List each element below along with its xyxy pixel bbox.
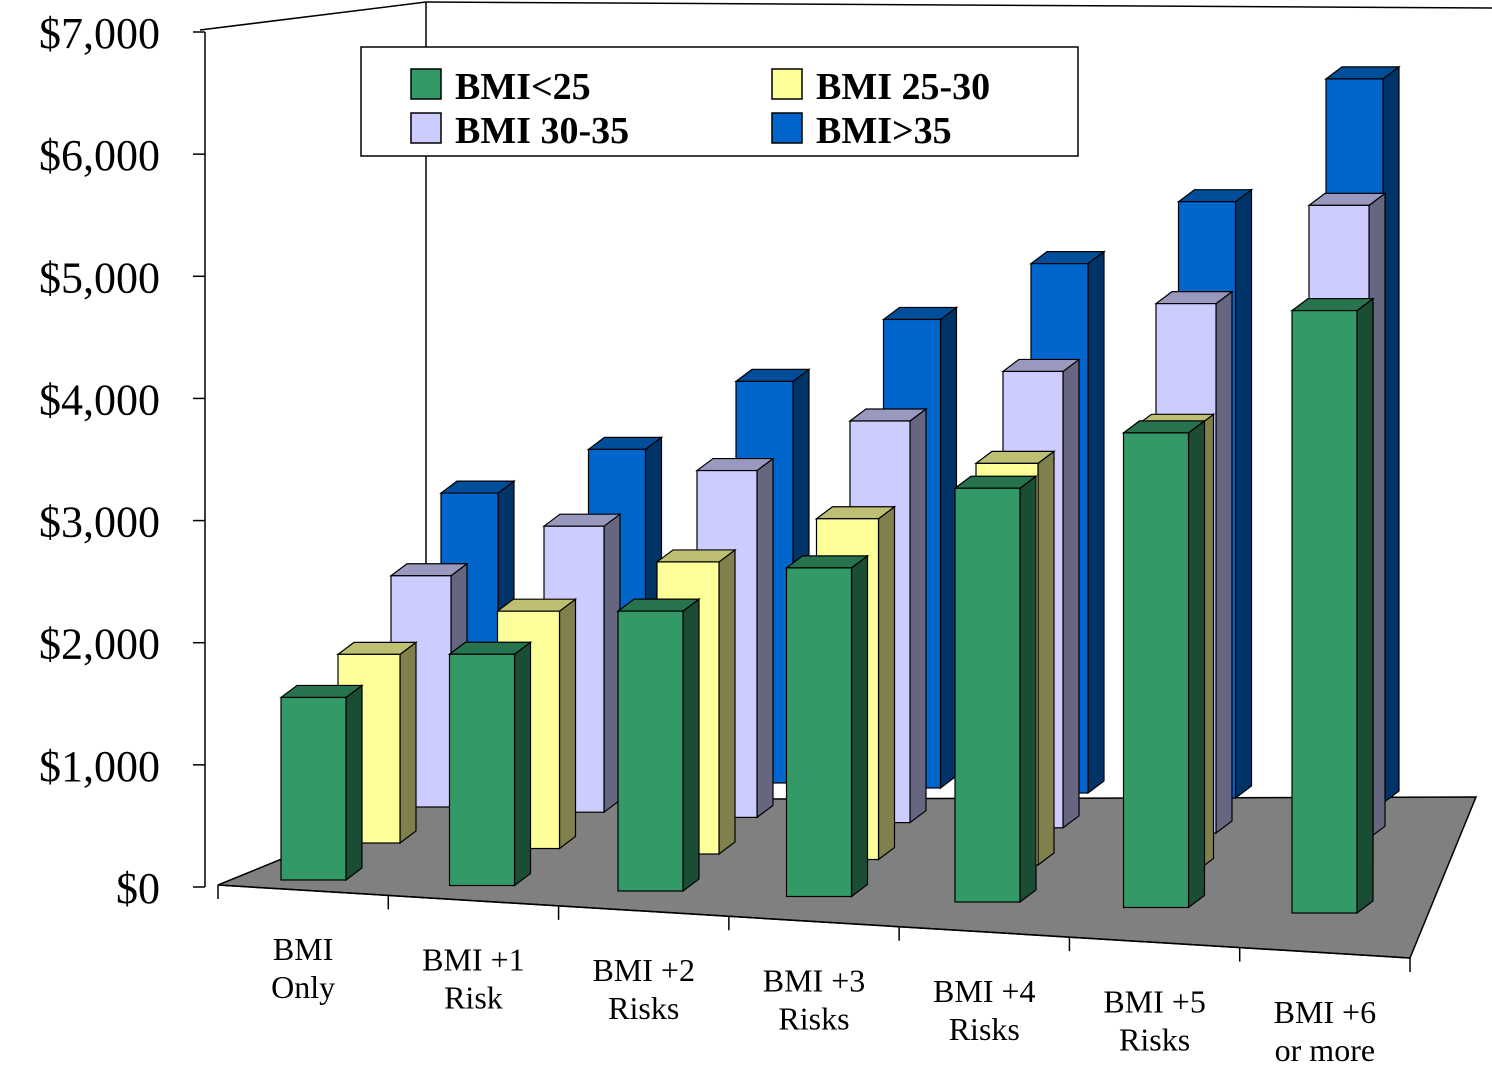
x-category-label: BMI +1	[422, 942, 525, 978]
bar	[784, 554, 870, 898]
bar-side	[939, 306, 958, 790]
x-category-label: Risks	[608, 990, 679, 1026]
legend-swatch-bmi-under-25	[410, 68, 442, 100]
x-category-label: BMI	[273, 931, 333, 967]
bar-side	[850, 554, 869, 898]
x-category-label: or more	[1275, 1032, 1375, 1068]
legend-label-bmi-25-30: BMI 25-30	[816, 66, 990, 108]
bar-side	[513, 641, 532, 887]
bar-side	[909, 407, 927, 824]
bar	[279, 684, 364, 882]
x-category-label: Risks	[1119, 1021, 1190, 1057]
x-category-label: Risks	[778, 1001, 849, 1037]
bar-side	[558, 597, 577, 850]
y-tick-label: $4,000	[39, 375, 160, 424]
x-category-label: Risks	[949, 1011, 1020, 1047]
x-category-label: Risk	[444, 980, 503, 1016]
bar-side	[756, 457, 774, 819]
bar-side	[718, 548, 736, 856]
legend-label-bmi-30-35: BMI 30-35	[455, 110, 629, 152]
bar-side	[1234, 188, 1253, 800]
bar-front	[785, 567, 853, 898]
bar-front	[1122, 432, 1190, 909]
legend-swatch-bmi-30-35	[410, 112, 442, 144]
bar-side	[1215, 290, 1233, 835]
bar-side	[345, 684, 363, 882]
legend-box	[360, 46, 1079, 157]
x-category-label: BMI +3	[763, 963, 866, 999]
x-category-label: BMI +6	[1274, 994, 1377, 1030]
bar-side	[877, 505, 896, 861]
bar	[953, 475, 1038, 904]
bar-front	[1291, 309, 1358, 914]
bar-front	[617, 610, 684, 892]
legend-label-bmi-over-35: BMI>35	[816, 110, 952, 152]
bar-front	[280, 696, 347, 881]
bar-side	[1037, 450, 1055, 867]
series-bmi-under-25	[279, 297, 1375, 915]
legend-label-bmi-under-25: BMI<25	[455, 66, 591, 108]
y-tick-label: $2,000	[39, 620, 160, 669]
y-tick-label: $7,000	[39, 9, 160, 58]
x-category-label: BMI +4	[933, 973, 1036, 1009]
y-tick-label: $0	[116, 864, 160, 913]
bar-side	[1187, 419, 1206, 909]
bar-side	[1356, 297, 1374, 915]
legend-swatch-bmi-25-30	[771, 68, 803, 100]
bar-front	[448, 653, 516, 887]
bar	[1290, 297, 1375, 915]
bar-side	[682, 597, 700, 893]
bars	[279, 65, 1401, 915]
y-axis: $0 $1,000 $2,000 $3,000 $4,000 $5,000 $6,000 $7…	[39, 9, 206, 913]
legend: BMI<25 BMI 25-30 BMI 30-35 BMI>35	[360, 46, 1079, 157]
y-tick-label: $3,000	[39, 498, 160, 547]
y-tick-label: $1,000	[39, 742, 160, 791]
bar-side	[399, 641, 417, 845]
legend-swatch-bmi-over-35	[771, 112, 803, 144]
back-wall-top-right-edge	[425, 1, 1492, 9]
back-wall-top-edge	[199, 1, 427, 31]
y-tick-label: $6,000	[39, 131, 160, 180]
bar	[616, 597, 701, 893]
bar-side	[1062, 358, 1080, 829]
bar	[1121, 419, 1207, 909]
x-category-label: Only	[271, 969, 335, 1005]
bar	[447, 641, 533, 887]
x-category-label: BMI +5	[1103, 983, 1206, 1019]
bar-side	[1019, 475, 1037, 904]
y-tick-label: $5,000	[39, 253, 160, 302]
x-axis-line	[217, 884, 1411, 959]
bar-side	[1087, 250, 1105, 795]
x-category-label: BMI +2	[592, 952, 695, 988]
bar-front	[954, 487, 1021, 903]
